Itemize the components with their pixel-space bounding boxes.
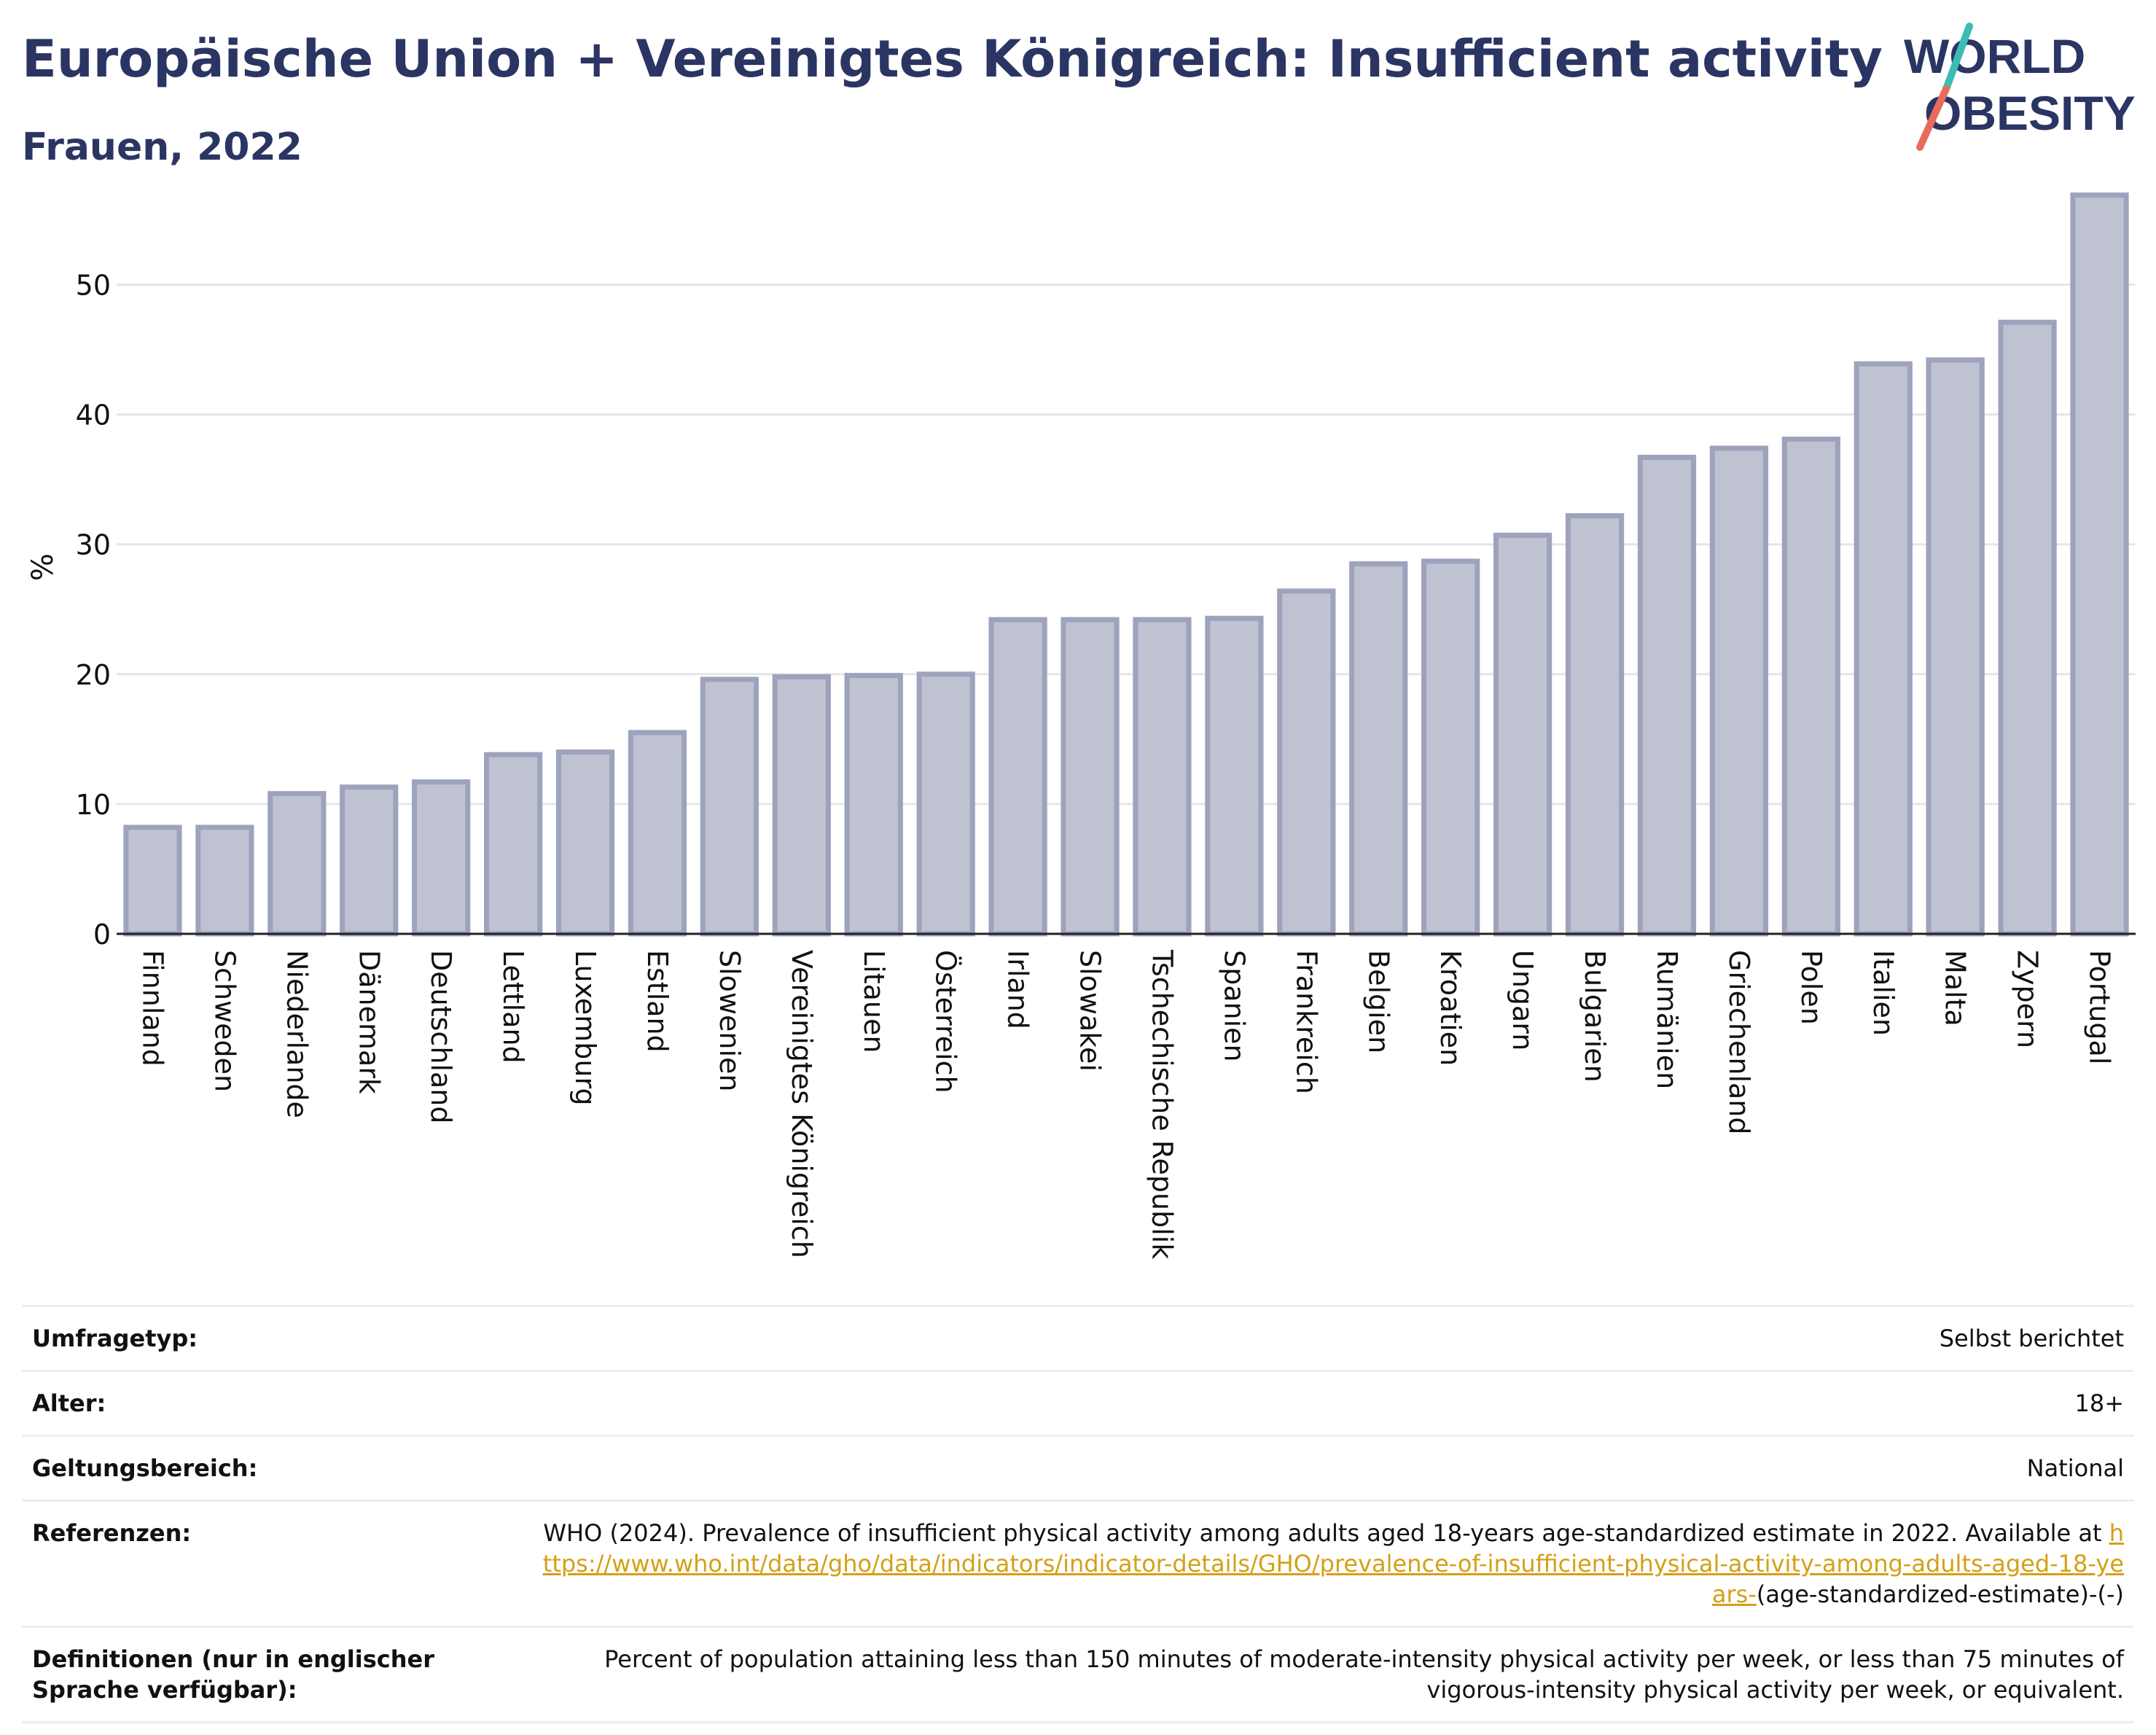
metadata-table: Umfragetyp: Selbst berichtet Alter: 18+ …	[22, 1305, 2134, 1723]
meta-row-references: Referenzen: WHO (2024). Prevalence of in…	[22, 1500, 2134, 1626]
x-tick-label: Dänemark	[353, 950, 385, 1094]
x-tick-label: Finnland	[136, 950, 168, 1067]
bar	[484, 752, 543, 937]
bar	[340, 784, 399, 937]
scope-label: Geltungsbereich:	[32, 1454, 258, 1482]
x-tick-label: Litauen	[858, 950, 890, 1053]
bar	[1493, 532, 1552, 937]
survey-label: Umfragetyp:	[32, 1325, 198, 1352]
reference-link[interactable]: https://www.who.int/data/gho/data/indica…	[542, 1519, 2124, 1608]
x-tick-label: Österreich	[930, 950, 962, 1093]
x-tick-label: Ungarn	[1507, 950, 1539, 1050]
bar	[1061, 617, 1120, 937]
y-tick-label: 40	[76, 399, 111, 432]
y-tick-label: 50	[76, 269, 111, 301]
x-tick-label: Bulgarien	[1579, 950, 1611, 1083]
references-label: Referenzen:	[32, 1519, 192, 1547]
bar	[123, 824, 182, 937]
bar	[1926, 357, 1985, 937]
x-tick-label: Zypern	[2012, 950, 2044, 1048]
reference-suffix: (age-standardized-estimate)-(-)	[1756, 1580, 2124, 1608]
bars	[123, 192, 2129, 937]
bar	[1133, 617, 1192, 937]
bar	[1205, 615, 1264, 937]
bar	[844, 673, 903, 937]
meta-row-definitions: Definitionen (nur in englischer Sprache …	[22, 1626, 2134, 1723]
chart-subtitle: Frauen, 2022	[22, 125, 302, 169]
y-tick-label: 0	[93, 919, 111, 951]
x-tick-label: Vereinigtes Königreich	[786, 950, 818, 1258]
x-tick-label: Malta	[1940, 950, 1972, 1026]
bar	[1781, 436, 1840, 937]
bar	[267, 791, 327, 937]
scope-value: National	[2026, 1454, 2124, 1482]
x-axis: Finnland Schweden Niederlande Dänemark Deuts…	[117, 932, 2136, 1259]
x-tick-label: Irland	[1002, 950, 1034, 1029]
bar	[916, 671, 975, 937]
bar	[628, 730, 687, 937]
bar	[700, 677, 759, 937]
y-tick-label: 30	[76, 529, 111, 561]
bar	[1277, 588, 1336, 937]
meta-row-age: Alter: 18+	[22, 1370, 2134, 1435]
bar	[1709, 445, 1768, 937]
world-obesity-logo: WORLD OBESITY	[1904, 23, 2136, 151]
x-tick-label: Schweden	[208, 950, 241, 1092]
meta-row-scope: Geltungsbereich: National	[22, 1435, 2134, 1500]
bar	[772, 674, 831, 937]
x-tick-label: Niederlande	[281, 950, 313, 1118]
bar-chart: 0 10 20 30 40 50 Finnland Schweden Niederlande D…	[26, 192, 2136, 1259]
x-tick-label: Portugal	[2084, 950, 2116, 1064]
x-tick-label: Frankreich	[1290, 950, 1322, 1094]
bar	[988, 617, 1047, 937]
x-tick-label: Italien	[1867, 950, 1899, 1036]
x-tick-label: Tschechische Republik	[1146, 949, 1178, 1259]
age-label: Alter:	[32, 1389, 106, 1417]
x-tick-label: Griechenland	[1723, 950, 1755, 1135]
x-tick-label: Slowenien	[714, 950, 746, 1092]
survey-value: Selbst berichtet	[1939, 1325, 2124, 1352]
logo-line2: OBESITY	[1924, 86, 2136, 140]
x-tick-label: Belgien	[1362, 950, 1394, 1053]
bar	[1637, 454, 1697, 937]
y-tick-label: 10	[76, 789, 111, 821]
bar	[1998, 319, 2057, 937]
definitions-label: Definitionen (nur in englischer Sprache …	[32, 1645, 434, 1704]
y-tick-label: 20	[76, 659, 111, 691]
logo-line1: WORLD	[1904, 29, 2085, 83]
reference-text: WHO (2024). Prevalence of insufficient p…	[543, 1519, 2102, 1547]
y-axis-label: %	[26, 553, 60, 581]
x-tick-label: Estland	[641, 950, 673, 1053]
bar	[555, 749, 615, 937]
x-tick-label: Slowakei	[1074, 950, 1106, 1072]
x-tick-label: Rumänien	[1651, 950, 1683, 1089]
bar	[195, 824, 254, 937]
bar	[412, 779, 471, 937]
chart-title: Europäische Union + Vereinigtes Königrei…	[22, 29, 1883, 89]
bar	[1349, 561, 1408, 937]
x-tick-label: Polen	[1795, 950, 1827, 1025]
x-tick-label: Kroatien	[1434, 950, 1466, 1066]
age-value: 18+	[2074, 1389, 2124, 1417]
bar	[1565, 513, 1625, 937]
definitions-value: Percent of population attaining less tha…	[604, 1645, 2124, 1704]
y-axis: 0 10 20 30 40 50	[76, 269, 111, 951]
x-tick-label: Spanien	[1218, 950, 1250, 1062]
bar	[1421, 558, 1480, 937]
meta-row-survey: Umfragetyp: Selbst berichtet	[22, 1305, 2134, 1370]
bar	[2070, 192, 2129, 937]
x-tick-label: Luxemburg	[569, 950, 601, 1106]
x-tick-label: Deutschland	[425, 950, 457, 1123]
x-tick-label: Lettland	[497, 950, 529, 1064]
bar	[1854, 361, 1913, 937]
references-value: WHO (2024). Prevalence of insufficient p…	[542, 1518, 2124, 1610]
